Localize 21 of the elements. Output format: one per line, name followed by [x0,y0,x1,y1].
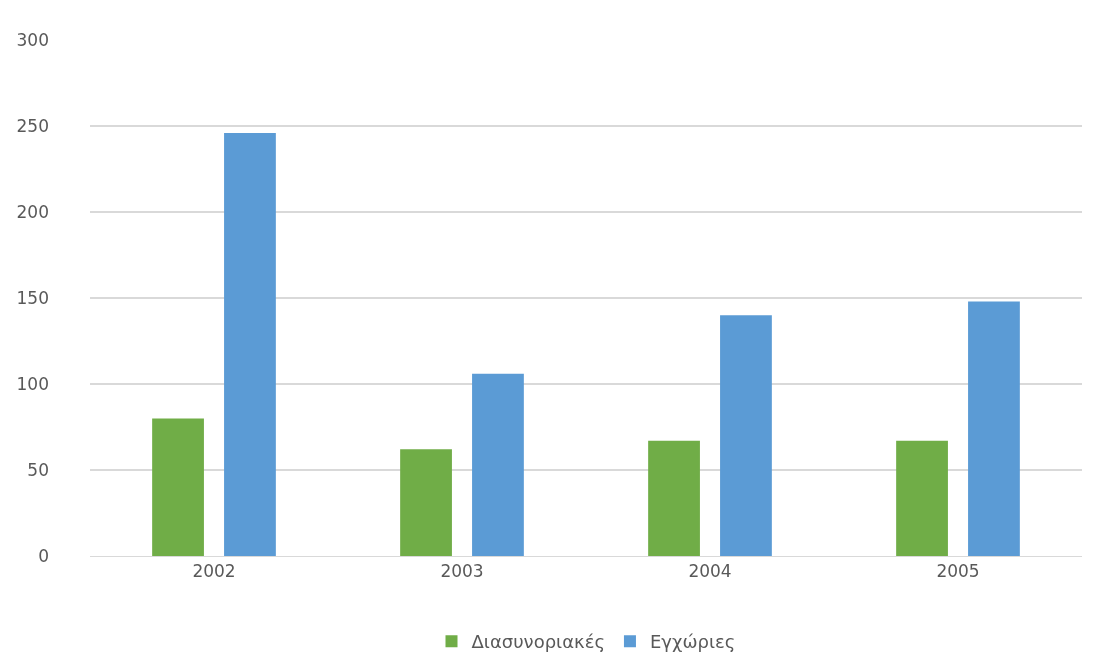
bar [648,440,700,556]
bar [152,418,204,556]
bar [224,132,276,556]
bar [968,301,1020,556]
bar [720,315,772,556]
bar [400,449,452,556]
legend-label: Διασυνοριακές [471,631,605,653]
x-tick-label: 2002 [192,561,236,582]
y-tick-label: 50 [27,459,49,480]
x-tick-label: 2003 [440,561,484,582]
bar [896,440,948,556]
bar [472,373,524,556]
y-tick-label: 250 [16,115,49,136]
y-tick-label: 150 [16,287,49,308]
x-tick-label: 2005 [936,561,980,582]
y-tick-label: 200 [16,201,49,222]
legend-label: Εγχώριες [649,631,736,653]
x-tick-label: 2004 [688,561,732,582]
y-tick-label: 300 [16,29,49,50]
y-tick-label: 100 [16,373,49,394]
y-tick-label: 0 [38,545,49,566]
